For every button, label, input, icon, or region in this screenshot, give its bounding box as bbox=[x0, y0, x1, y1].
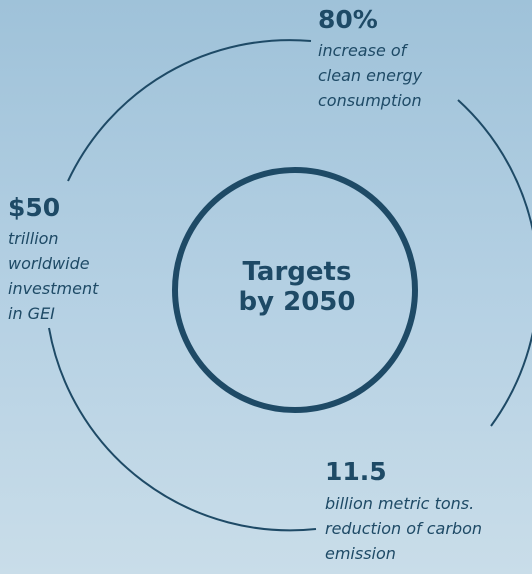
target-value: 80% bbox=[318, 5, 378, 34]
target-description: billion metric tons. bbox=[325, 494, 474, 513]
target-description: in GEI bbox=[8, 304, 55, 323]
target-description: clean energy bbox=[318, 66, 423, 85]
infographic: Targetsby 2050 80% increase of clean energy… bbox=[0, 0, 532, 574]
target-description: worldwide bbox=[8, 254, 90, 273]
target-description: emission bbox=[325, 544, 396, 563]
target-description: investment bbox=[8, 279, 99, 298]
target-value: 11.5 bbox=[325, 457, 387, 486]
target-description: trillion bbox=[8, 229, 59, 248]
target-description: consumption bbox=[318, 91, 422, 110]
target-description: reduction of carbon bbox=[325, 519, 482, 538]
target-value: $50 bbox=[8, 193, 60, 222]
target-description: increase of bbox=[318, 41, 409, 60]
center-label: Targets bbox=[243, 257, 352, 287]
center-label: by 2050 bbox=[239, 287, 356, 317]
